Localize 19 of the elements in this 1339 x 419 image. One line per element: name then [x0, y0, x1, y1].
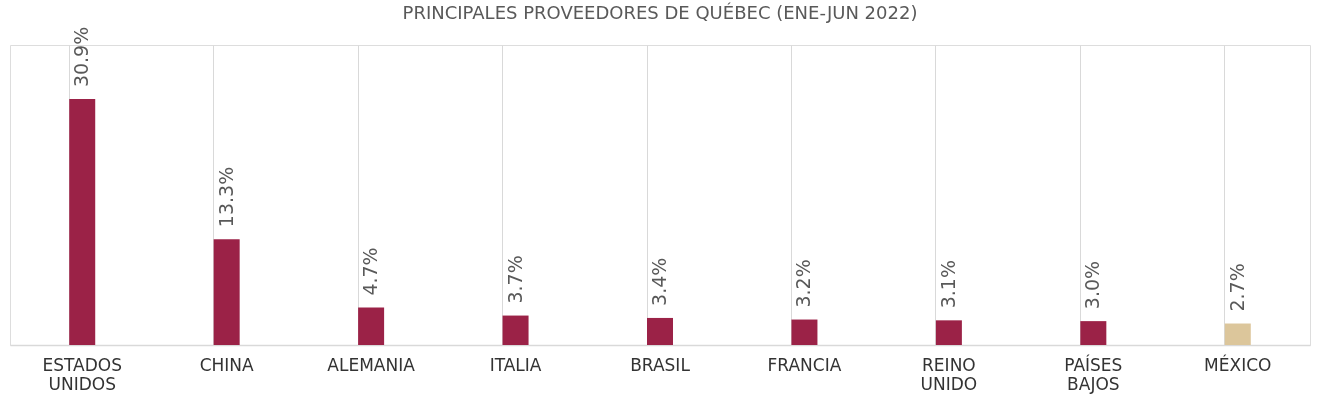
data-label: 3.1%	[936, 260, 959, 309]
x-tick-label: ESTADOS UNIDOS	[42, 354, 122, 394]
chart-title: PRINCIPALES PROVEEDORES DE QUÉBEC (ENE-JUN 2022)	[402, 1, 918, 23]
x-tick-label: ALEMANIA	[327, 354, 416, 375]
x-tick-label: MÉXICO	[1204, 353, 1272, 375]
data-label: 3.7%	[503, 255, 526, 304]
data-label: 3.4%	[648, 257, 670, 306]
x-tick-label: PAÍSES BAJOS	[1064, 353, 1123, 394]
data-label: 30.9%	[70, 26, 93, 88]
x-tick-label: CHINA	[199, 354, 255, 375]
data-label: 3.2%	[792, 259, 815, 308]
x-tick-label: REINO UNIDO	[920, 354, 978, 394]
x-tick-label: BRASIL	[630, 354, 691, 375]
data-label: 4.7%	[359, 247, 382, 296]
x-tick-label: FRANCIA	[767, 354, 842, 375]
data-label: 3.0%	[1081, 260, 1104, 310]
x-tick-label: ITALIA	[489, 354, 542, 375]
data-label: 2.7%	[1225, 263, 1248, 312]
data-label: 13.3%	[214, 166, 237, 228]
